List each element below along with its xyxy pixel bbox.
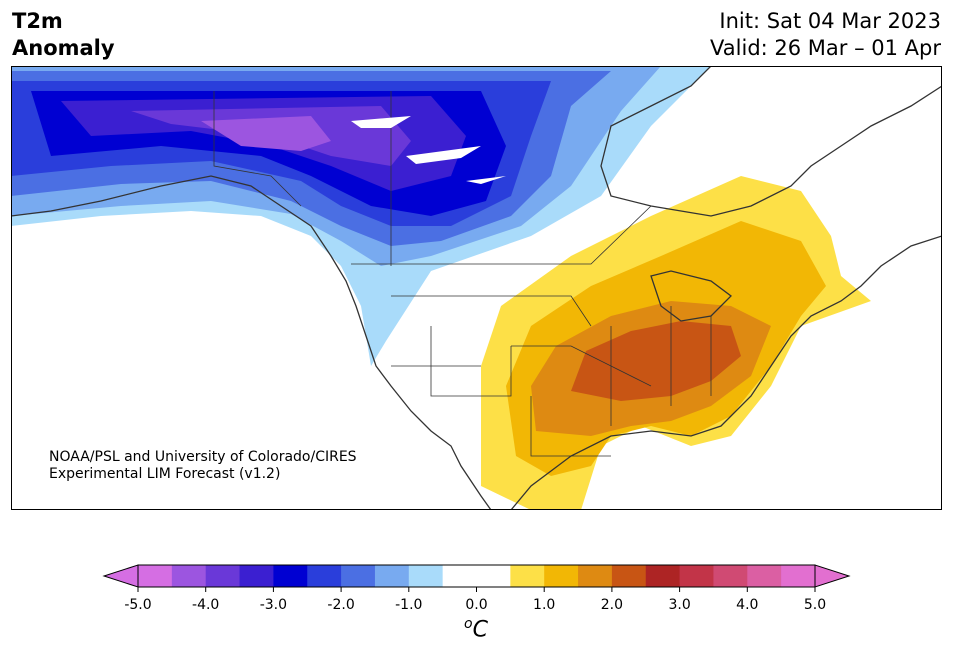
colorbar-swatch [747, 565, 782, 587]
credit-text: NOAA/PSL and University of Colorado/CIRE… [49, 449, 357, 483]
colorbar-tick-label: 4.0 [736, 597, 759, 613]
colorbar-unit: oC [464, 616, 488, 642]
colorbar-tick-label: -2.0 [327, 597, 355, 613]
neutral-patches [351, 116, 506, 184]
colorbar-tick-label: -3.0 [259, 597, 288, 613]
colorbar-swatch [205, 565, 241, 587]
colorbar-swatch [611, 565, 647, 587]
credit-line-2: Experimental LIM Forecast (v1.2) [49, 466, 281, 482]
colorbar-tick-label: 2.0 [600, 597, 624, 613]
colorbar-min-extension [102, 564, 139, 588]
colorbar-swatch [645, 565, 681, 587]
colorbar-tick-label: 0.0 [465, 597, 488, 613]
colorbar-tick-label: 3.0 [668, 597, 691, 613]
colorbar-swatch [138, 565, 173, 587]
colorbar-swatch [171, 565, 207, 587]
valid-dates: Valid: 26 Mar – 01 Apr [710, 36, 941, 60]
anomaly-map [11, 66, 942, 510]
colorbar-tick-label: 5.0 [803, 597, 827, 613]
colorbar-swatch [442, 565, 477, 587]
colorbar-swatch [578, 565, 613, 587]
colorbar-swatch [679, 565, 714, 587]
colorbar-swatch [713, 565, 748, 587]
forecast-dates: Init: Sat 04 Mar 2023 Valid: 26 Mar – 01… [710, 8, 941, 62]
colorbar-swatch [781, 565, 816, 587]
colorbar-swatch [307, 565, 342, 587]
state-borders [213, 91, 712, 457]
colorbar-tick-label: -5.0 [124, 597, 152, 613]
cold-anomaly-shading [11, 66, 711, 366]
colorbar-tick-label: -1.0 [395, 597, 423, 613]
colorbar-tick-label: 1.0 [533, 597, 556, 613]
unit-text: C [472, 617, 488, 643]
colorbar-max-extension [814, 564, 851, 588]
colorbar-swatch [510, 565, 545, 587]
map-title: T2m Anomaly [12, 8, 115, 62]
colorbar-swatch [544, 565, 579, 587]
colorbar-swatch [341, 565, 376, 587]
credit-line-1: NOAA/PSL and University of Colorado/CIRE… [49, 449, 357, 465]
init-date: Init: Sat 04 Mar 2023 [719, 9, 941, 33]
colorbar-swatch [273, 565, 308, 587]
colorbar-swatch [476, 565, 511, 587]
coastlines [11, 66, 942, 510]
colorbar-swatch [408, 565, 444, 587]
title-line-2: Anomaly [12, 36, 115, 60]
title-line-1: T2m [12, 9, 63, 33]
colorbar-tick-label: -4.0 [192, 597, 220, 613]
colorbar-swatch [239, 565, 274, 587]
colorbar-swatch [374, 565, 410, 587]
colorbar-frame [137, 564, 816, 588]
unit-superscript: o [464, 616, 473, 632]
